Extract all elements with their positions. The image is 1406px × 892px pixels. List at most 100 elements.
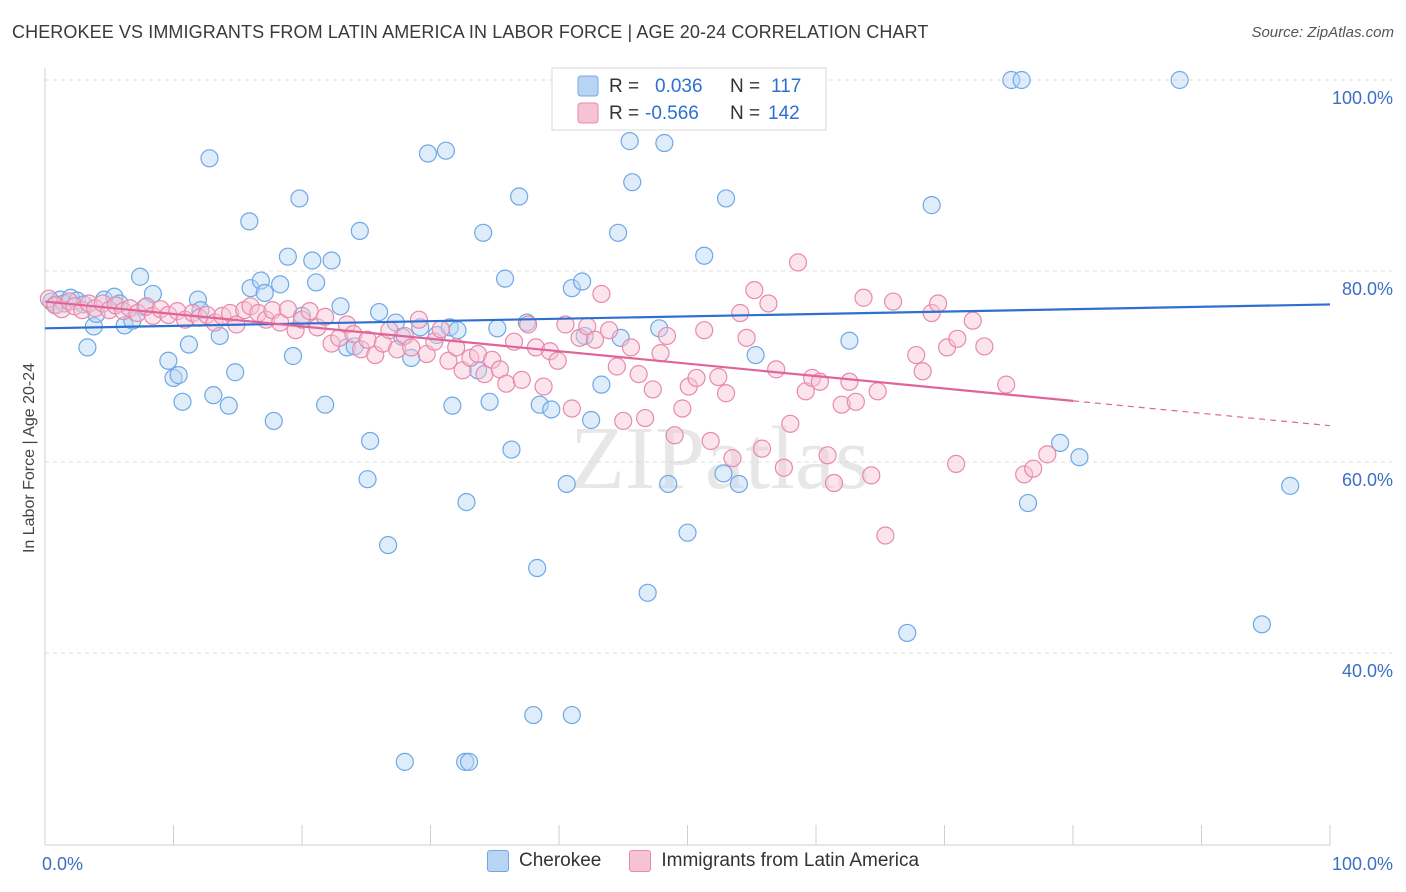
cherokee-point (524, 705, 543, 725)
legend-n-label: N = (730, 76, 760, 97)
trend-lines (44, 300, 1331, 427)
y-tick-label: 100.0% (1332, 88, 1393, 108)
immigrants-point (928, 294, 948, 313)
immigrants-point (876, 526, 895, 545)
cherokee-point (573, 272, 592, 291)
immigrants-point (629, 365, 648, 384)
immigrants-point (657, 326, 677, 346)
immigrants-point (128, 303, 147, 323)
cherokee-point (659, 474, 678, 494)
cherokee-point (530, 395, 549, 414)
cherokee-point (716, 189, 736, 208)
immigrants-point (913, 362, 932, 381)
cherokee-point (898, 623, 917, 643)
immigrants-point (997, 375, 1016, 394)
immigrants-point (621, 338, 641, 357)
immigrants-point (497, 374, 516, 393)
cherokee-point (480, 392, 499, 411)
cherokee-point (278, 247, 297, 266)
cherokee-point (322, 251, 341, 270)
immigrants-point (745, 281, 764, 300)
immigrants-point (695, 321, 714, 340)
immigrants-point (854, 288, 873, 307)
cherokee-point (562, 705, 581, 725)
cherokee-point (173, 392, 192, 411)
immigrants-point (409, 310, 429, 329)
immigrants-point (556, 315, 575, 334)
cherokee-point (411, 318, 430, 337)
cherokee-point (1051, 433, 1070, 452)
cherokee-point (395, 752, 414, 771)
cherokee-point (1070, 448, 1089, 467)
cherokee-point (1018, 493, 1038, 513)
source-label: Source: ZipAtlas.com (1251, 24, 1394, 41)
cherokee-point (204, 386, 223, 405)
immigrants-point (643, 380, 662, 399)
legend-n-label: N = (730, 103, 760, 124)
immigrants-point (723, 449, 742, 468)
cherokee-point (164, 368, 183, 388)
immigrants-point (316, 307, 335, 326)
immigrants-point (439, 351, 458, 370)
cherokee-point (370, 302, 389, 322)
immigrants-point (946, 454, 966, 474)
cherokee-point (188, 290, 208, 309)
immigrants-point (840, 372, 859, 391)
cherokee-point (620, 132, 639, 151)
cherokee-point (358, 470, 377, 489)
x-tick-label: 0.0% (42, 854, 83, 874)
immigrants-point (387, 340, 407, 359)
immigrants-point (278, 300, 297, 319)
cherokee-point (456, 752, 475, 771)
cherokee-point (623, 173, 642, 192)
legend-r-label: R = (609, 76, 639, 97)
immigrants-point (562, 399, 581, 418)
immigrants-point (709, 367, 728, 387)
immigrants-point (701, 431, 720, 451)
chart-title: CHEROKEE VS IMMIGRANTS FROM LATIN AMERIC… (12, 22, 929, 42)
cherokee-point (307, 273, 326, 292)
cherokee-point (542, 400, 561, 419)
cherokee-point (510, 187, 529, 206)
cherokee-point (255, 283, 274, 303)
cherokee-point (78, 338, 97, 357)
immigrants-point (1038, 445, 1057, 464)
cherokee-point (592, 375, 611, 394)
cherokee-point (457, 493, 476, 512)
immigrants-point (883, 292, 903, 311)
legend-r-label: R = (609, 103, 639, 124)
cherokee-point (130, 267, 150, 286)
immigrants-point (512, 370, 531, 389)
cherokee-point (436, 141, 456, 160)
immigrants-point (607, 357, 626, 376)
cherokee-point (219, 396, 238, 415)
bottom-legend: Cherokee Immigrants from Latin America (0, 850, 1406, 872)
cherokee-point (240, 212, 259, 231)
immigrants-point (600, 321, 619, 340)
legend-r-value: -0.566 (645, 103, 699, 124)
immigrants-point (752, 439, 772, 458)
immigrants-point (585, 330, 605, 349)
immigrants-point (534, 377, 553, 396)
immigrants-point (846, 392, 865, 411)
top-legend: R = 0.036 N = 117 R = -0.566 N = 142 (551, 67, 827, 131)
y-tick-label: 40.0% (1342, 661, 1393, 681)
cherokee-point (350, 221, 369, 240)
immigrants-point (614, 411, 633, 431)
immigrants-trend-line-extension (1072, 400, 1331, 427)
cherokee-point (418, 144, 438, 163)
immigrants-point (716, 384, 736, 403)
cherokee-point (695, 246, 714, 265)
cherokee-point (488, 319, 507, 338)
cherokee-point (200, 149, 219, 168)
immigrants-point (1024, 459, 1043, 478)
cherokee-point (495, 269, 515, 288)
cherokee-point (210, 326, 229, 346)
legend-swatch (629, 850, 652, 872)
cherokee-point (331, 297, 350, 316)
immigrants-point (788, 253, 808, 272)
immigrants-point (1015, 465, 1034, 484)
immigrants-point (832, 395, 851, 414)
legend-n-value: 117 (771, 76, 801, 97)
